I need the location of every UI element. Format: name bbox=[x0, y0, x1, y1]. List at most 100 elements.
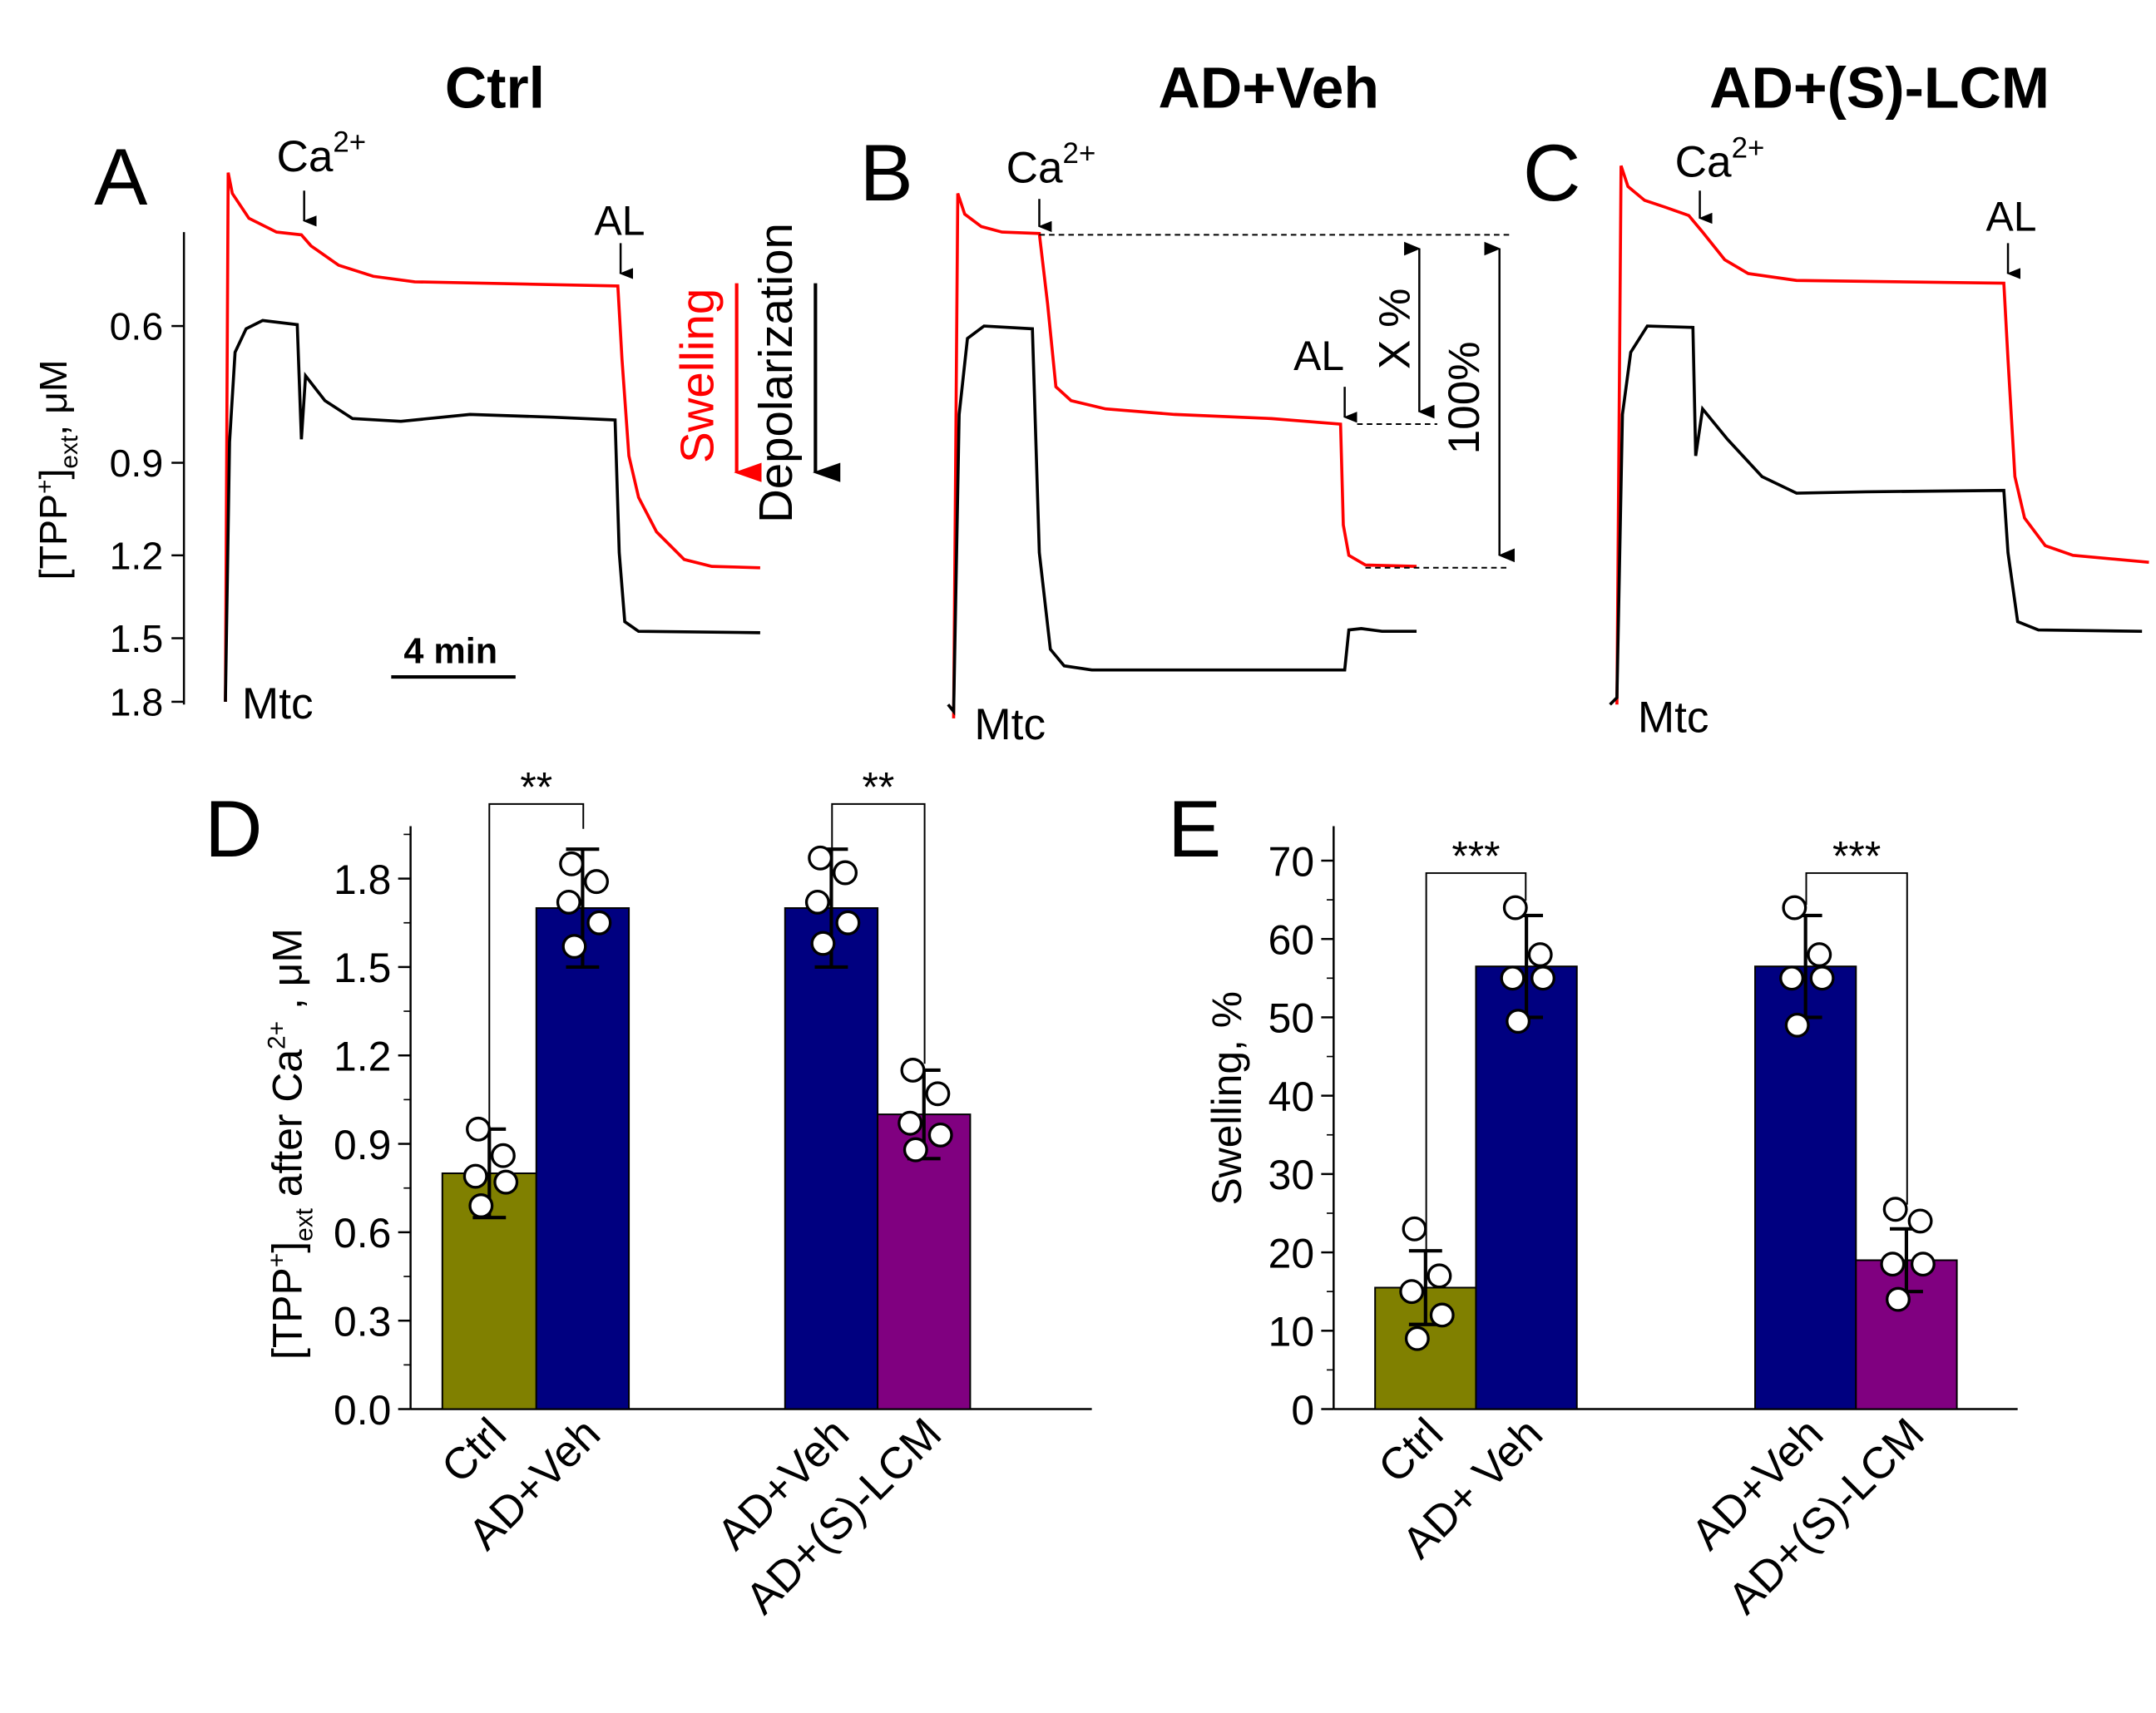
al-label-b: AL bbox=[1293, 333, 1344, 379]
trace-a-potential bbox=[224, 318, 760, 702]
bar-ad-veh bbox=[784, 907, 879, 1410]
mtc-label-a: Mtc bbox=[242, 679, 314, 728]
y-tick-label: 0.9 bbox=[334, 1122, 391, 1168]
trace-a-swelling bbox=[224, 172, 760, 702]
trace-c-swelling bbox=[1615, 165, 2149, 705]
data-point bbox=[556, 889, 581, 915]
data-point bbox=[900, 1057, 926, 1083]
y-tick-label: 1.5 bbox=[110, 617, 164, 660]
data-point bbox=[1404, 1325, 1430, 1351]
panel-letter-c: C bbox=[1523, 129, 1581, 218]
data-point bbox=[1530, 965, 1555, 991]
data-point bbox=[466, 1116, 491, 1142]
data-point bbox=[808, 845, 833, 871]
trace-y-axis-label: [TPP+]ext, μM bbox=[31, 359, 83, 580]
al-label-a: AL bbox=[595, 197, 645, 244]
data-point bbox=[1880, 1251, 1906, 1277]
data-point bbox=[810, 931, 836, 956]
x-percent-label: X % bbox=[1371, 289, 1420, 370]
data-point bbox=[1500, 965, 1526, 991]
data-point bbox=[1527, 942, 1553, 967]
title-ctrl: Ctrl bbox=[445, 56, 545, 121]
data-point bbox=[833, 860, 858, 886]
y-tick-label: 30 bbox=[1268, 1152, 1314, 1198]
data-point bbox=[927, 1122, 953, 1148]
data-point bbox=[1429, 1302, 1455, 1328]
bar-ad-veh bbox=[1475, 965, 1578, 1410]
y-tick-label: 1.5 bbox=[334, 945, 391, 991]
data-point bbox=[1427, 1263, 1452, 1289]
y-tick-label: 0.3 bbox=[334, 1298, 391, 1345]
data-point bbox=[1402, 1216, 1427, 1242]
data-point bbox=[1782, 895, 1807, 921]
significance-label: *** bbox=[1451, 833, 1500, 880]
data-point bbox=[1784, 1012, 1810, 1038]
data-point bbox=[1907, 1208, 1933, 1234]
ca-label-b: Ca2+ bbox=[1006, 137, 1096, 192]
significance-label: ** bbox=[863, 764, 895, 811]
y-tick-label: 1.2 bbox=[334, 1034, 391, 1080]
y-tick-label: 1.8 bbox=[110, 681, 164, 724]
y-tick-label: 1.2 bbox=[110, 534, 164, 577]
reference-dashed-lines bbox=[1039, 234, 1510, 569]
title-adveh: AD+Veh bbox=[1158, 56, 1379, 121]
bar-ad-s-lcm bbox=[877, 1113, 972, 1410]
trace-b-swelling bbox=[952, 193, 1417, 718]
significance-label: ** bbox=[520, 764, 552, 811]
y-tick-label: 0.0 bbox=[334, 1387, 391, 1434]
y-tick-label: 0 bbox=[1291, 1387, 1314, 1434]
data-point bbox=[1502, 895, 1528, 921]
data-point bbox=[493, 1169, 519, 1195]
y-tick-label: 50 bbox=[1268, 995, 1314, 1042]
depolarization-label: Depolarization bbox=[749, 223, 802, 523]
trace-b-potential bbox=[947, 324, 1417, 716]
data-point bbox=[1807, 942, 1832, 967]
significance-bracket bbox=[1425, 871, 1527, 1282]
ca-label-a: Ca2+ bbox=[276, 126, 366, 181]
x-category-label: Ctrl bbox=[1369, 1409, 1452, 1493]
y-tick-label: 0.9 bbox=[110, 442, 164, 485]
data-point bbox=[1779, 965, 1805, 991]
y-tick-label: 1.8 bbox=[334, 856, 391, 903]
full-percent-label: 100% bbox=[1440, 341, 1489, 454]
trace-axis bbox=[171, 232, 185, 705]
y-tick-label: 0.6 bbox=[110, 305, 164, 348]
data-point bbox=[1882, 1197, 1908, 1222]
data-point bbox=[559, 851, 585, 876]
data-point bbox=[1809, 965, 1835, 991]
bar-ad-veh bbox=[535, 907, 630, 1410]
swelling-label: Swelling bbox=[670, 289, 723, 463]
trace-c-potential bbox=[1609, 324, 2143, 706]
data-point bbox=[1886, 1286, 1911, 1312]
panel-letter-b: B bbox=[860, 129, 913, 218]
mtc-label-c: Mtc bbox=[1638, 693, 1709, 742]
mtc-label-b: Mtc bbox=[974, 700, 1046, 749]
data-point bbox=[925, 1081, 951, 1107]
significance-bracket bbox=[831, 802, 926, 1064]
data-point bbox=[902, 1137, 928, 1163]
y-tick-label: 40 bbox=[1268, 1074, 1314, 1120]
data-point bbox=[1506, 1009, 1531, 1034]
d-y-axis-label: [TPP+]ext after Ca2+ , μM bbox=[263, 928, 318, 1360]
significance-bracket bbox=[1805, 871, 1908, 1205]
y-tick-label: 20 bbox=[1268, 1230, 1314, 1276]
ca-label-c: Ca2+ bbox=[1675, 131, 1765, 186]
e-y-axis-label: Swelling, % bbox=[1204, 991, 1250, 1206]
panel-letter-d: D bbox=[205, 785, 263, 874]
data-point bbox=[462, 1163, 488, 1189]
significance-label: *** bbox=[1832, 833, 1881, 880]
bar-ad-veh bbox=[1754, 965, 1857, 1410]
y-tick-label: 0.6 bbox=[334, 1210, 391, 1256]
data-point bbox=[835, 910, 861, 935]
data-point bbox=[804, 889, 830, 915]
significance-bracket bbox=[488, 802, 585, 1172]
data-point bbox=[1399, 1279, 1425, 1305]
data-point bbox=[468, 1193, 494, 1218]
al-label-c: AL bbox=[1985, 193, 2036, 239]
data-point bbox=[1910, 1251, 1936, 1277]
data-point bbox=[898, 1110, 923, 1136]
y-tick-label: 70 bbox=[1268, 838, 1314, 885]
panel-letter-e: E bbox=[1168, 785, 1221, 874]
